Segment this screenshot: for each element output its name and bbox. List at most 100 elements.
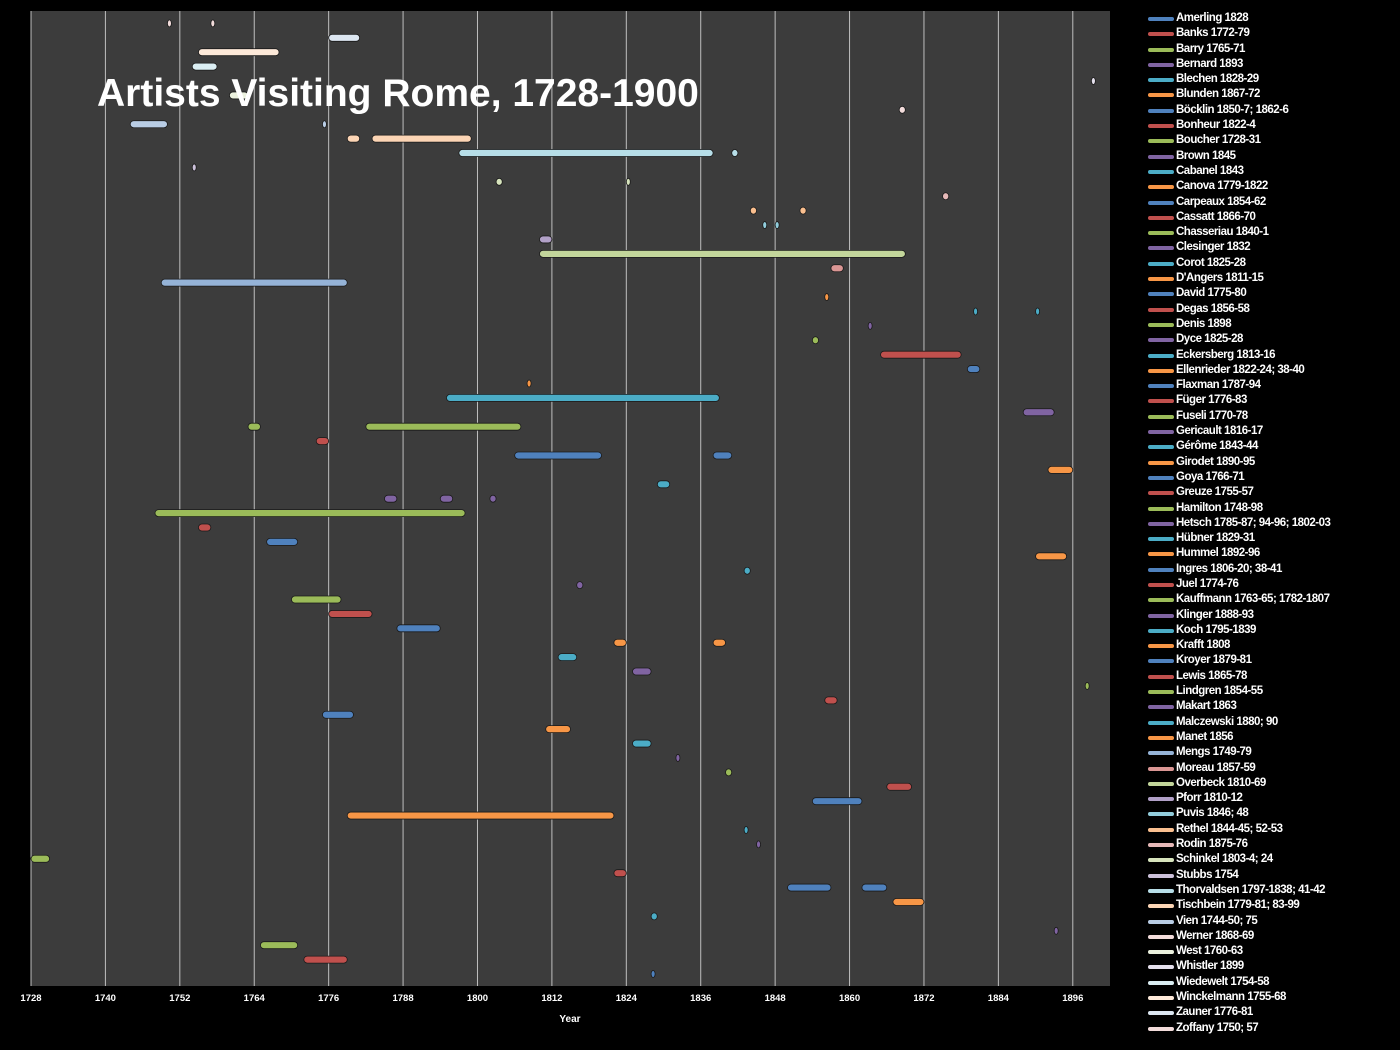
legend-label: Ingres 1806-20; 38-41 — [1176, 562, 1282, 575]
legend-swatch — [1148, 919, 1174, 924]
bar — [898, 105, 906, 114]
legend-label: Goya 1766-71 — [1176, 470, 1245, 483]
x-tick-label: 1848 — [765, 993, 786, 1004]
bar — [191, 62, 218, 71]
bar — [557, 653, 578, 662]
legend-swatch — [1148, 506, 1174, 511]
legend-item: D'Angers 1811-15 — [1146, 271, 1396, 286]
bar — [867, 321, 873, 330]
legend-label: Böcklin 1850-7; 1862-6 — [1176, 103, 1289, 116]
legend-item: Gérôme 1843-44 — [1146, 439, 1396, 454]
bar — [514, 451, 602, 460]
data-bars — [30, 19, 1096, 978]
legend-label: Zoffany 1750; 57 — [1176, 1021, 1259, 1034]
bar — [756, 840, 761, 849]
legend-label: Moreau 1857-59 — [1176, 761, 1256, 774]
legend-swatch — [1148, 353, 1174, 358]
legend-label: Degas 1856-58 — [1176, 302, 1250, 315]
legend-item: Lewis 1865-78 — [1146, 669, 1396, 684]
legend-swatch — [1148, 292, 1174, 297]
legend-swatch — [1148, 950, 1174, 955]
x-tick-label: 1800 — [467, 993, 488, 1004]
legend-label: West 1760-63 — [1176, 945, 1243, 958]
bar — [291, 595, 342, 604]
legend-swatch — [1148, 613, 1174, 618]
bar — [861, 883, 888, 892]
legend-swatch — [1148, 781, 1174, 786]
legend-label: Krafft 1808 — [1176, 639, 1230, 652]
legend-item: Chasseriau 1840-1 — [1146, 225, 1396, 240]
legend-item: Ingres 1806-20; 38-41 — [1146, 562, 1396, 577]
bar — [365, 422, 522, 431]
bar — [526, 379, 532, 388]
legend-item: Blechen 1828-29 — [1146, 72, 1396, 87]
legend-item: Ellenrieder 1822-24; 38-40 — [1146, 363, 1396, 378]
bar — [811, 336, 819, 345]
legend-label: Koch 1795-1839 — [1176, 623, 1256, 636]
legend-label: Cassatt 1866-70 — [1176, 210, 1256, 223]
legend-swatch — [1148, 552, 1174, 557]
bar — [656, 480, 671, 489]
legend-item: West 1760-63 — [1146, 944, 1396, 959]
legend-label: Kroyer 1879-81 — [1176, 654, 1252, 667]
bar — [458, 149, 714, 157]
legend-item: Kroyer 1879-81 — [1146, 653, 1396, 668]
legend-label: Amerling 1828 — [1176, 12, 1249, 24]
legend-label: Werner 1868-69 — [1176, 929, 1254, 942]
legend-label: Brown 1845 — [1176, 149, 1236, 162]
bar — [576, 581, 584, 590]
legend-item: Boucher 1728-31 — [1146, 133, 1396, 148]
bar — [446, 393, 720, 402]
bar — [774, 221, 780, 229]
bar — [371, 134, 472, 143]
bar — [743, 826, 749, 834]
legend-item: Tischbein 1779-81; 83-99 — [1146, 898, 1396, 913]
bar — [942, 192, 950, 201]
bar — [613, 638, 627, 647]
bar — [129, 120, 168, 129]
legend-item: Werner 1868-69 — [1146, 929, 1396, 944]
grid-lines — [30, 11, 1074, 986]
legend-label: Barry 1765-71 — [1176, 42, 1245, 55]
legend-label: David 1775-80 — [1176, 287, 1247, 300]
legend-label: Gericault 1816-17 — [1176, 425, 1263, 438]
legend-label: Carpeaux 1854-62 — [1176, 195, 1266, 208]
legend-swatch — [1148, 108, 1174, 113]
bar — [328, 33, 361, 42]
legend-item: Klinger 1888-93 — [1146, 608, 1396, 623]
legend-item: Eckersberg 1813-16 — [1146, 348, 1396, 363]
bar — [712, 638, 726, 647]
bar — [632, 667, 652, 676]
legend-swatch — [1148, 430, 1174, 435]
legend-item: Clesinger 1832 — [1146, 240, 1396, 255]
legend-swatch — [1148, 169, 1174, 174]
bar — [824, 293, 830, 301]
legend-label: Puvis 1846; 48 — [1176, 807, 1249, 820]
bar — [731, 149, 739, 157]
bar — [396, 624, 441, 633]
x-tick-label: 1836 — [690, 993, 711, 1004]
bar — [811, 797, 863, 806]
legend-item: Juel 1774-76 — [1146, 577, 1396, 592]
legend-swatch — [1148, 338, 1174, 343]
bar — [787, 883, 832, 892]
legend-swatch — [1148, 307, 1174, 312]
legend-item: Denis 1898 — [1146, 317, 1396, 332]
bar — [303, 955, 348, 964]
bar — [489, 494, 497, 503]
legend-label: Canova 1779-1822 — [1176, 180, 1268, 193]
legend-swatch — [1148, 47, 1174, 52]
legend-swatch — [1148, 644, 1174, 649]
bar — [675, 754, 681, 762]
bar — [625, 177, 631, 186]
legend-label: Mengs 1749-79 — [1176, 746, 1252, 759]
x-tick-label: 1872 — [913, 993, 934, 1004]
legend-item: Bonheur 1822-4 — [1146, 118, 1396, 133]
legend-swatch — [1148, 277, 1174, 282]
legend-item: Hummel 1892-96 — [1146, 546, 1396, 561]
legend-label: Klinger 1888-93 — [1176, 608, 1254, 621]
legend-label: Manet 1856 — [1176, 730, 1234, 743]
x-axis-label: Year — [559, 1014, 580, 1025]
legend-item: Zoffany 1750; 57 — [1146, 1021, 1396, 1036]
legend-swatch — [1148, 93, 1174, 98]
